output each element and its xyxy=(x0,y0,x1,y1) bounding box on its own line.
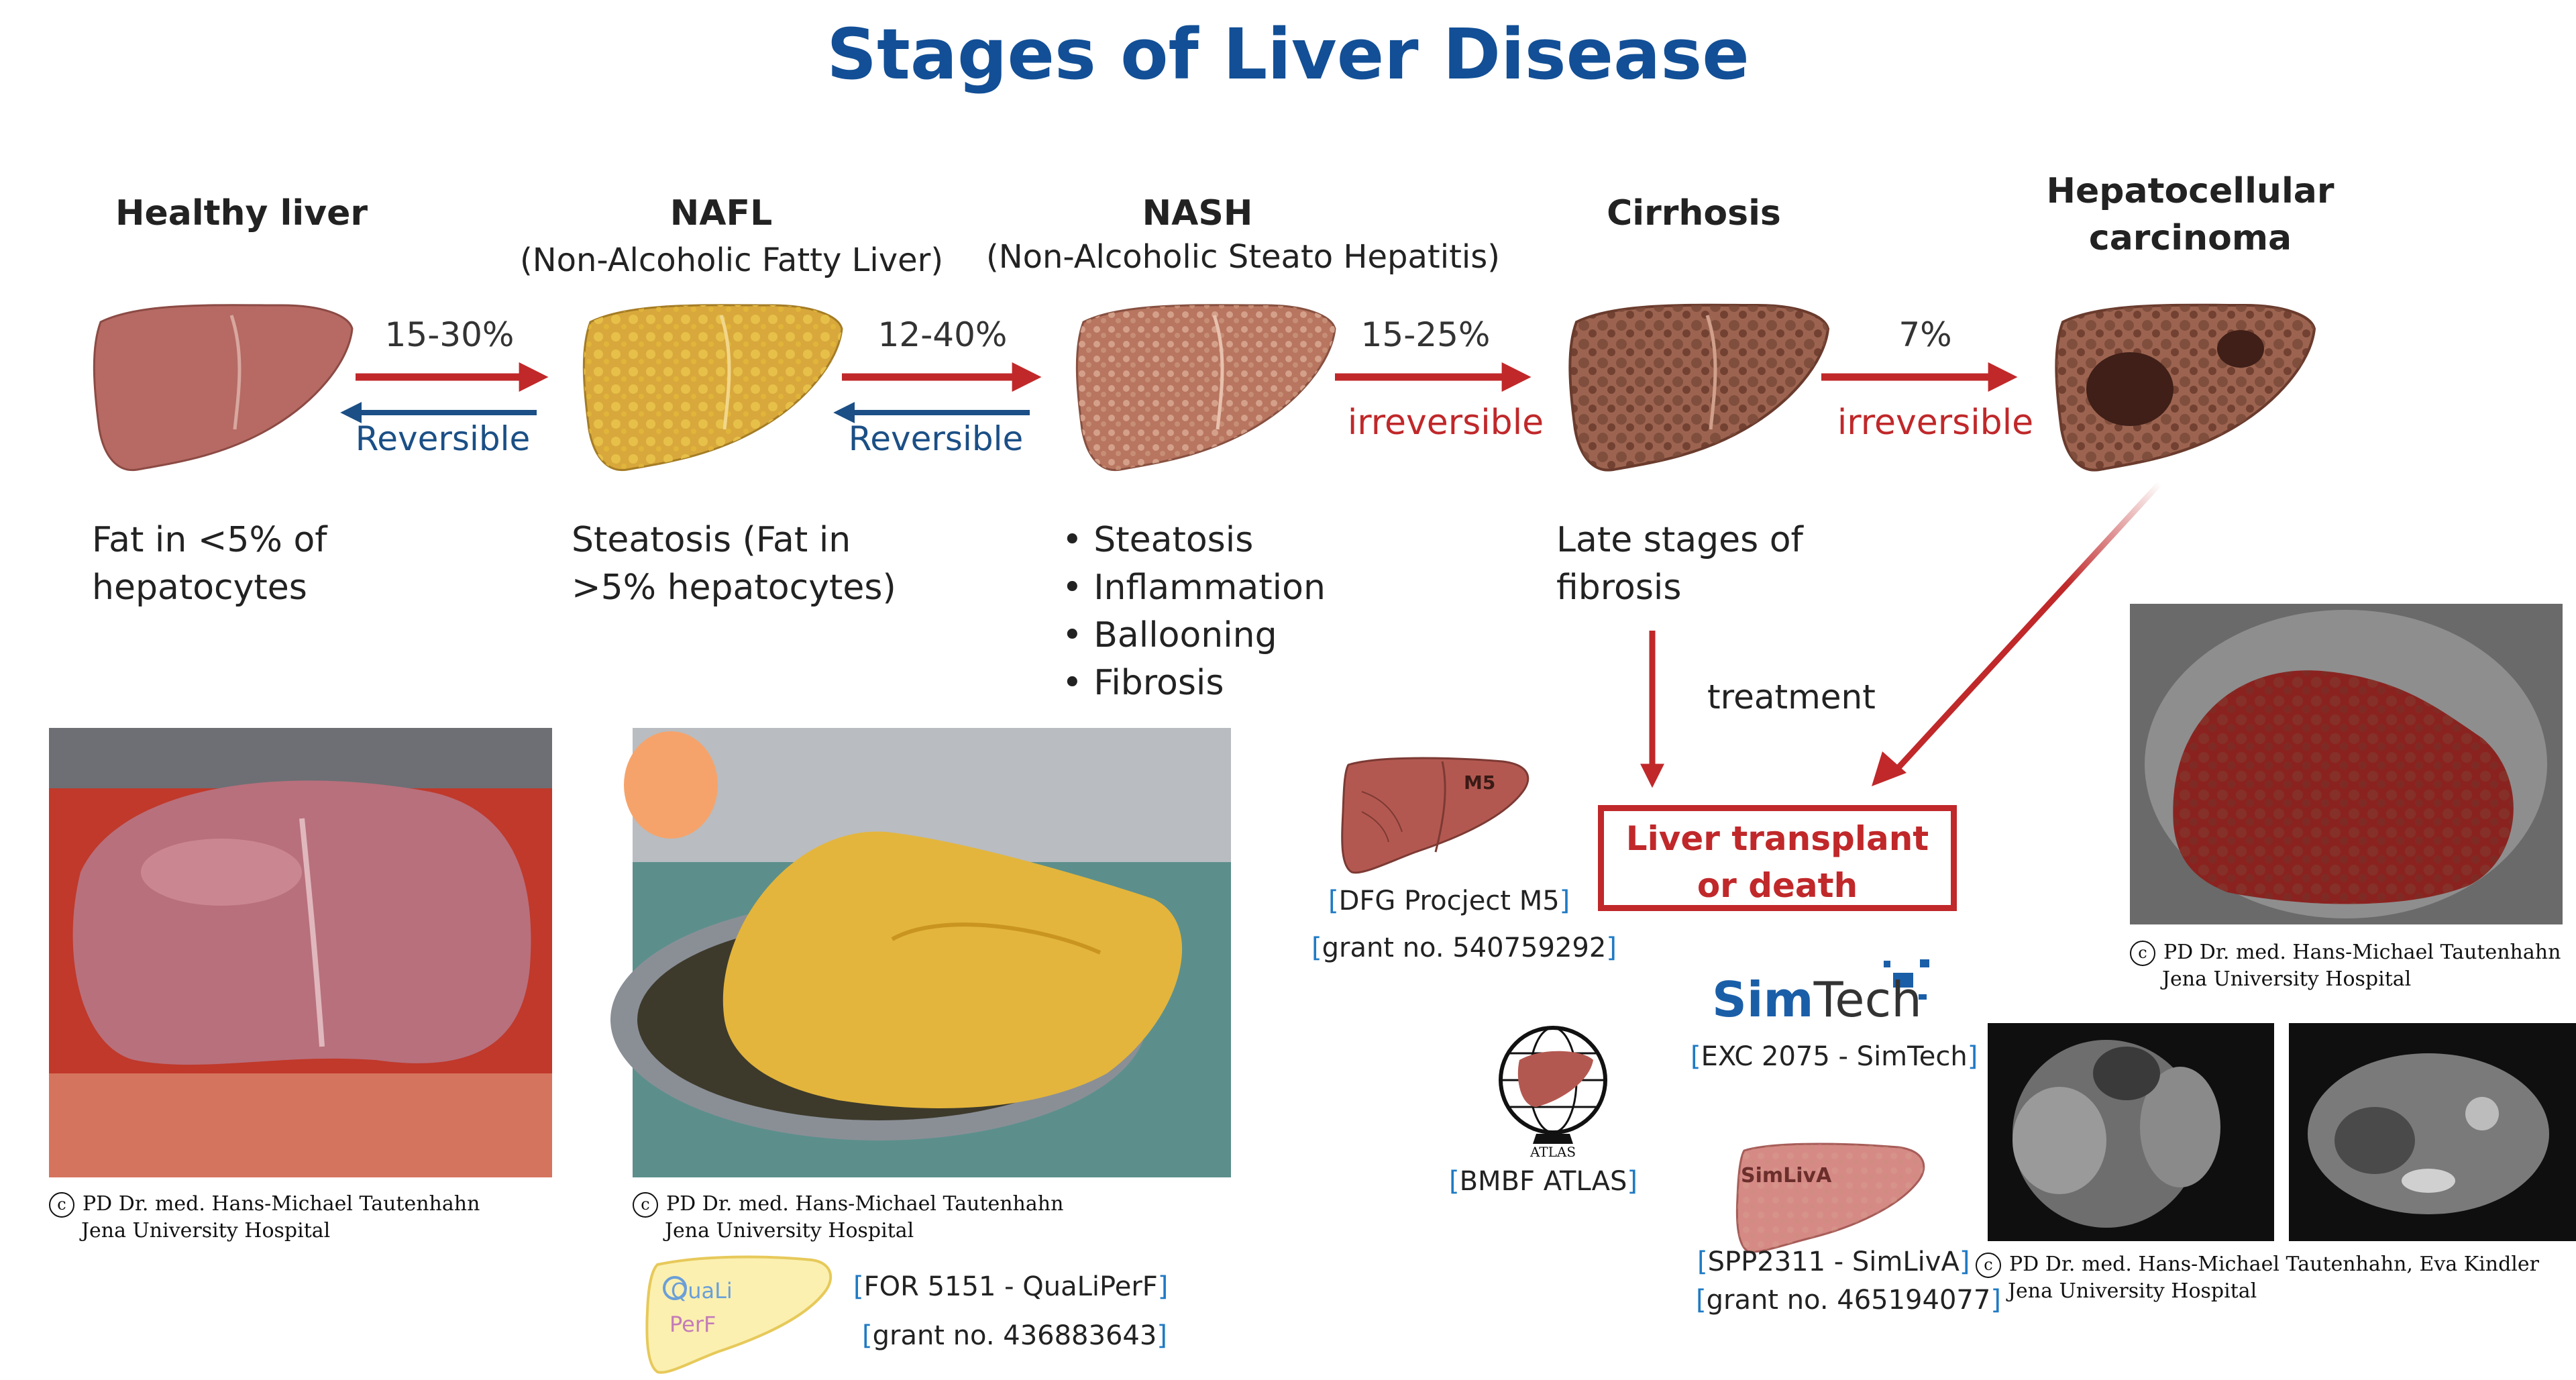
grant-simliva-number: [grant no. 465194077] xyxy=(1696,1285,2001,1316)
photo-credit-3: c PD Dr. med. Hans-Michael Tautenhahn Jen… xyxy=(2130,939,2576,993)
grant-qualiperf-title: [FOR 5151 - QuaLiPerF] xyxy=(853,1271,1169,1302)
grant-atlas-title: [BMBF ATLAS] xyxy=(1449,1166,1638,1197)
simtech-logo-squares xyxy=(1884,959,1929,1000)
healthy-liver-photo xyxy=(49,728,552,1177)
grant-simliva-title: [SPP2311 - SimLivA] xyxy=(1697,1246,1970,1277)
page-title: Stages of Liver Disease xyxy=(826,13,1750,95)
carcinoma-liver-icon xyxy=(2055,303,2316,472)
atlas-logo xyxy=(1499,1026,1607,1144)
stage-description-nash: Steatosis Inflammation Ballooning Fibros… xyxy=(1062,517,1464,707)
qualiperf-logo-text-1: QuaLi xyxy=(671,1278,733,1304)
stage-title-healthy: Healthy liver xyxy=(115,193,368,233)
cirrhosis-liver-icon xyxy=(1568,303,1830,472)
qualiperf-logo xyxy=(645,1255,833,1374)
simliva-logo xyxy=(1735,1143,1925,1253)
stage-title-hcc: Hepatocellular xyxy=(2046,171,2334,211)
qualiperf-logo-text-2: PerF xyxy=(669,1312,716,1337)
m5-logo xyxy=(1341,757,1529,874)
grant-m5-title: [DFG Procject M5] xyxy=(1328,886,1570,916)
stage-description-cirrhosis: Late stages of fibrosis xyxy=(1556,520,1803,608)
fatty-liver-icon xyxy=(582,304,843,472)
transition-note-2: Reversible xyxy=(848,419,1024,458)
m5-logo-text: M5 xyxy=(1464,772,1496,794)
stage-subtitle-nash: (Non-Alcoholic Steato Hepatitis) xyxy=(986,238,1500,276)
grant-m5-number: [grant no. 540759292] xyxy=(1311,933,1617,963)
stage-title-nafl: NAFL xyxy=(669,193,773,233)
simliva-logo-text: SimLivA xyxy=(1741,1164,1832,1187)
transition-note-3: irreversible xyxy=(1347,403,1544,443)
mri-axial-image xyxy=(2289,1023,2576,1241)
stage-title-nash: NASH xyxy=(1142,193,1253,233)
copyright-icon: c xyxy=(1976,1253,2001,1278)
copyright-icon: c xyxy=(49,1192,74,1218)
list-item: Ballooning xyxy=(1062,612,1464,659)
simtech-logo-text: SimTech xyxy=(1712,971,1922,1028)
transition-note-4: irreversible xyxy=(1837,403,2034,443)
fatty-liver-photo xyxy=(610,728,1231,1177)
cirrhotic-liver-photo xyxy=(2130,604,2563,924)
stage-description-nafl: Steatosis (Fat in >5% hepatocytes) xyxy=(572,520,896,608)
atlas-logo-text: ATLAS xyxy=(1529,1144,1576,1160)
transition-percent-4: 7% xyxy=(1898,315,1952,354)
nash-liver-icon xyxy=(1075,304,1336,472)
stage-subtitle-nafl: (Non-Alcoholic Fatty Liver) xyxy=(520,242,944,279)
transition-note-1: Reversible xyxy=(355,419,531,458)
stage-description-healthy: Fat in <5% of hepatocytes xyxy=(92,520,327,608)
photo-credit-mri: c PD Dr. med. Hans-Michael Tautenhahn, Ev… xyxy=(1976,1251,2576,1305)
transition-percent-2: 12-40% xyxy=(877,315,1008,354)
list-item: Inflammation xyxy=(1062,564,1464,612)
list-item: Steatosis xyxy=(1062,517,1464,564)
transition-percent-3: 15-25% xyxy=(1360,315,1491,354)
copyright-icon: c xyxy=(2130,941,2155,966)
grant-simtech-title: [EXC 2075 - SimTech] xyxy=(1690,1041,1978,1072)
healthy-liver-icon xyxy=(93,304,354,472)
transition-percent-1: 15-30% xyxy=(384,315,515,354)
stage-title-hcc-line2: carcinoma xyxy=(2088,218,2292,258)
list-item: Fibrosis xyxy=(1062,659,1464,707)
mri-coronal-image xyxy=(1988,1023,2274,1241)
transition-arrows xyxy=(340,362,2163,788)
photo-credit-2: c PD Dr. med. Hans-Michael Tautenhahn Jen… xyxy=(633,1191,1169,1244)
treatment-label: treatment xyxy=(1707,678,1876,716)
copyright-icon: c xyxy=(633,1192,658,1218)
stage-title-cirrhosis: Cirrhosis xyxy=(1607,193,1781,233)
outcome-box: Liver transplant or death xyxy=(1598,805,1957,911)
photo-credit-1: c PD Dr. med. Hans-Michael Tautenhahn Jen… xyxy=(49,1191,586,1244)
grant-qualiperf-number: [grant no. 436883643] xyxy=(862,1320,1167,1351)
